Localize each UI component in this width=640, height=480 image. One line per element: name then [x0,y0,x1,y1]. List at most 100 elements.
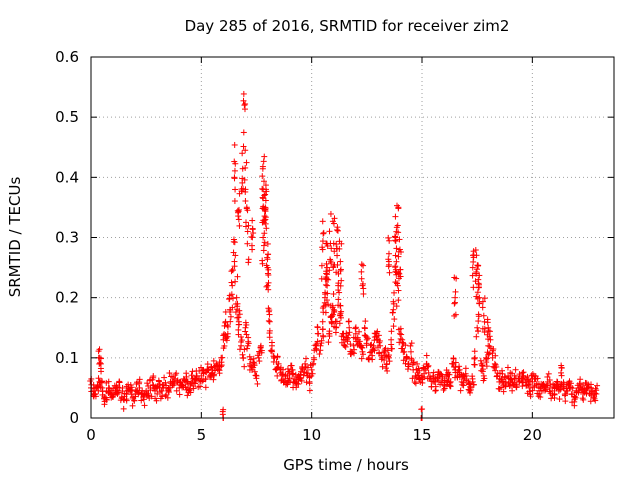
data-point [324,282,331,289]
data-point [524,373,531,380]
data-point [476,272,483,279]
data-point [385,263,392,270]
data-point [338,308,345,315]
data-point [298,377,305,384]
data-point [235,314,242,321]
data-point [356,328,363,335]
data-point [437,370,444,377]
y-tick-label: 0.3 [55,229,79,247]
data-point [568,391,575,398]
data-point [253,375,260,382]
data-point [240,129,247,136]
data-point [280,366,287,373]
x-tick-labels: 0 5 10 15 20 [86,426,542,444]
data-point [432,387,439,394]
data-point [558,362,565,369]
data-point [231,263,238,270]
data-point [490,346,497,353]
data-point [287,362,294,369]
data-point [335,287,342,294]
data-point [373,336,380,343]
data-point [246,353,253,360]
data-point [236,311,243,318]
data-point [127,387,134,394]
data-point [383,361,390,368]
data-point [235,216,242,223]
data-point [473,269,480,276]
data-point [188,379,195,386]
data-point [560,383,567,390]
data-point [479,304,486,311]
data-point [240,90,247,97]
data-point [440,386,447,393]
data-point [412,372,419,379]
data-point [241,176,248,183]
data-point [346,329,353,336]
data-point [331,307,338,314]
y-tick-label: 0.2 [55,289,79,307]
data-point [471,355,478,362]
data-point [234,273,241,280]
data-point [262,182,269,189]
data-point [405,361,412,368]
data-point [358,355,365,362]
data-point [446,371,453,378]
data-point [390,298,397,305]
data-point [127,382,134,389]
data-point [483,363,490,370]
y-tick-label: 0.6 [55,48,79,66]
data-point [391,316,398,323]
data-point [210,372,217,379]
data-point [508,376,515,383]
data-point [451,274,458,281]
data-point [136,379,143,386]
data-point [120,405,127,412]
data-point [432,387,439,394]
data-point [360,262,367,269]
data-point [476,300,483,307]
data-point [475,318,482,325]
data-point [243,321,250,328]
data-point [385,256,392,263]
data-point [425,362,432,369]
data-point [460,382,467,389]
data-point [336,245,343,252]
data-point [267,347,274,354]
data-point [249,234,256,241]
data-point [424,363,431,370]
data-point [219,408,226,415]
data-point [113,383,120,390]
data-point [393,303,400,310]
data-point [173,387,180,394]
data-point [242,219,249,226]
data-point [516,371,523,378]
data-point [386,269,393,276]
x-axis-label: GPS time / hours [283,456,409,474]
data-point [202,376,209,383]
y-tick-labels: 0 0.1 0.2 0.3 0.4 0.5 0.6 [55,48,79,427]
data-point [264,282,271,289]
data-point [426,373,433,380]
data-point [324,271,331,278]
data-point [392,213,399,220]
data-point [228,279,235,286]
data-point [423,352,430,359]
data-point [231,158,238,165]
data-point [352,325,359,332]
data-point [248,242,255,249]
data-point [275,360,282,367]
data-point [176,391,183,398]
data-point [320,230,327,237]
data-point [451,300,458,307]
data-point [395,229,402,236]
data-point [360,290,367,297]
y-tick-label: 0.1 [55,349,79,367]
data-point [421,370,428,377]
data-point [396,330,403,337]
data-point [594,382,601,389]
data-point [402,342,409,349]
data-point [376,339,383,346]
data-point [398,331,405,338]
data-point [493,363,500,370]
data-point [506,382,513,389]
